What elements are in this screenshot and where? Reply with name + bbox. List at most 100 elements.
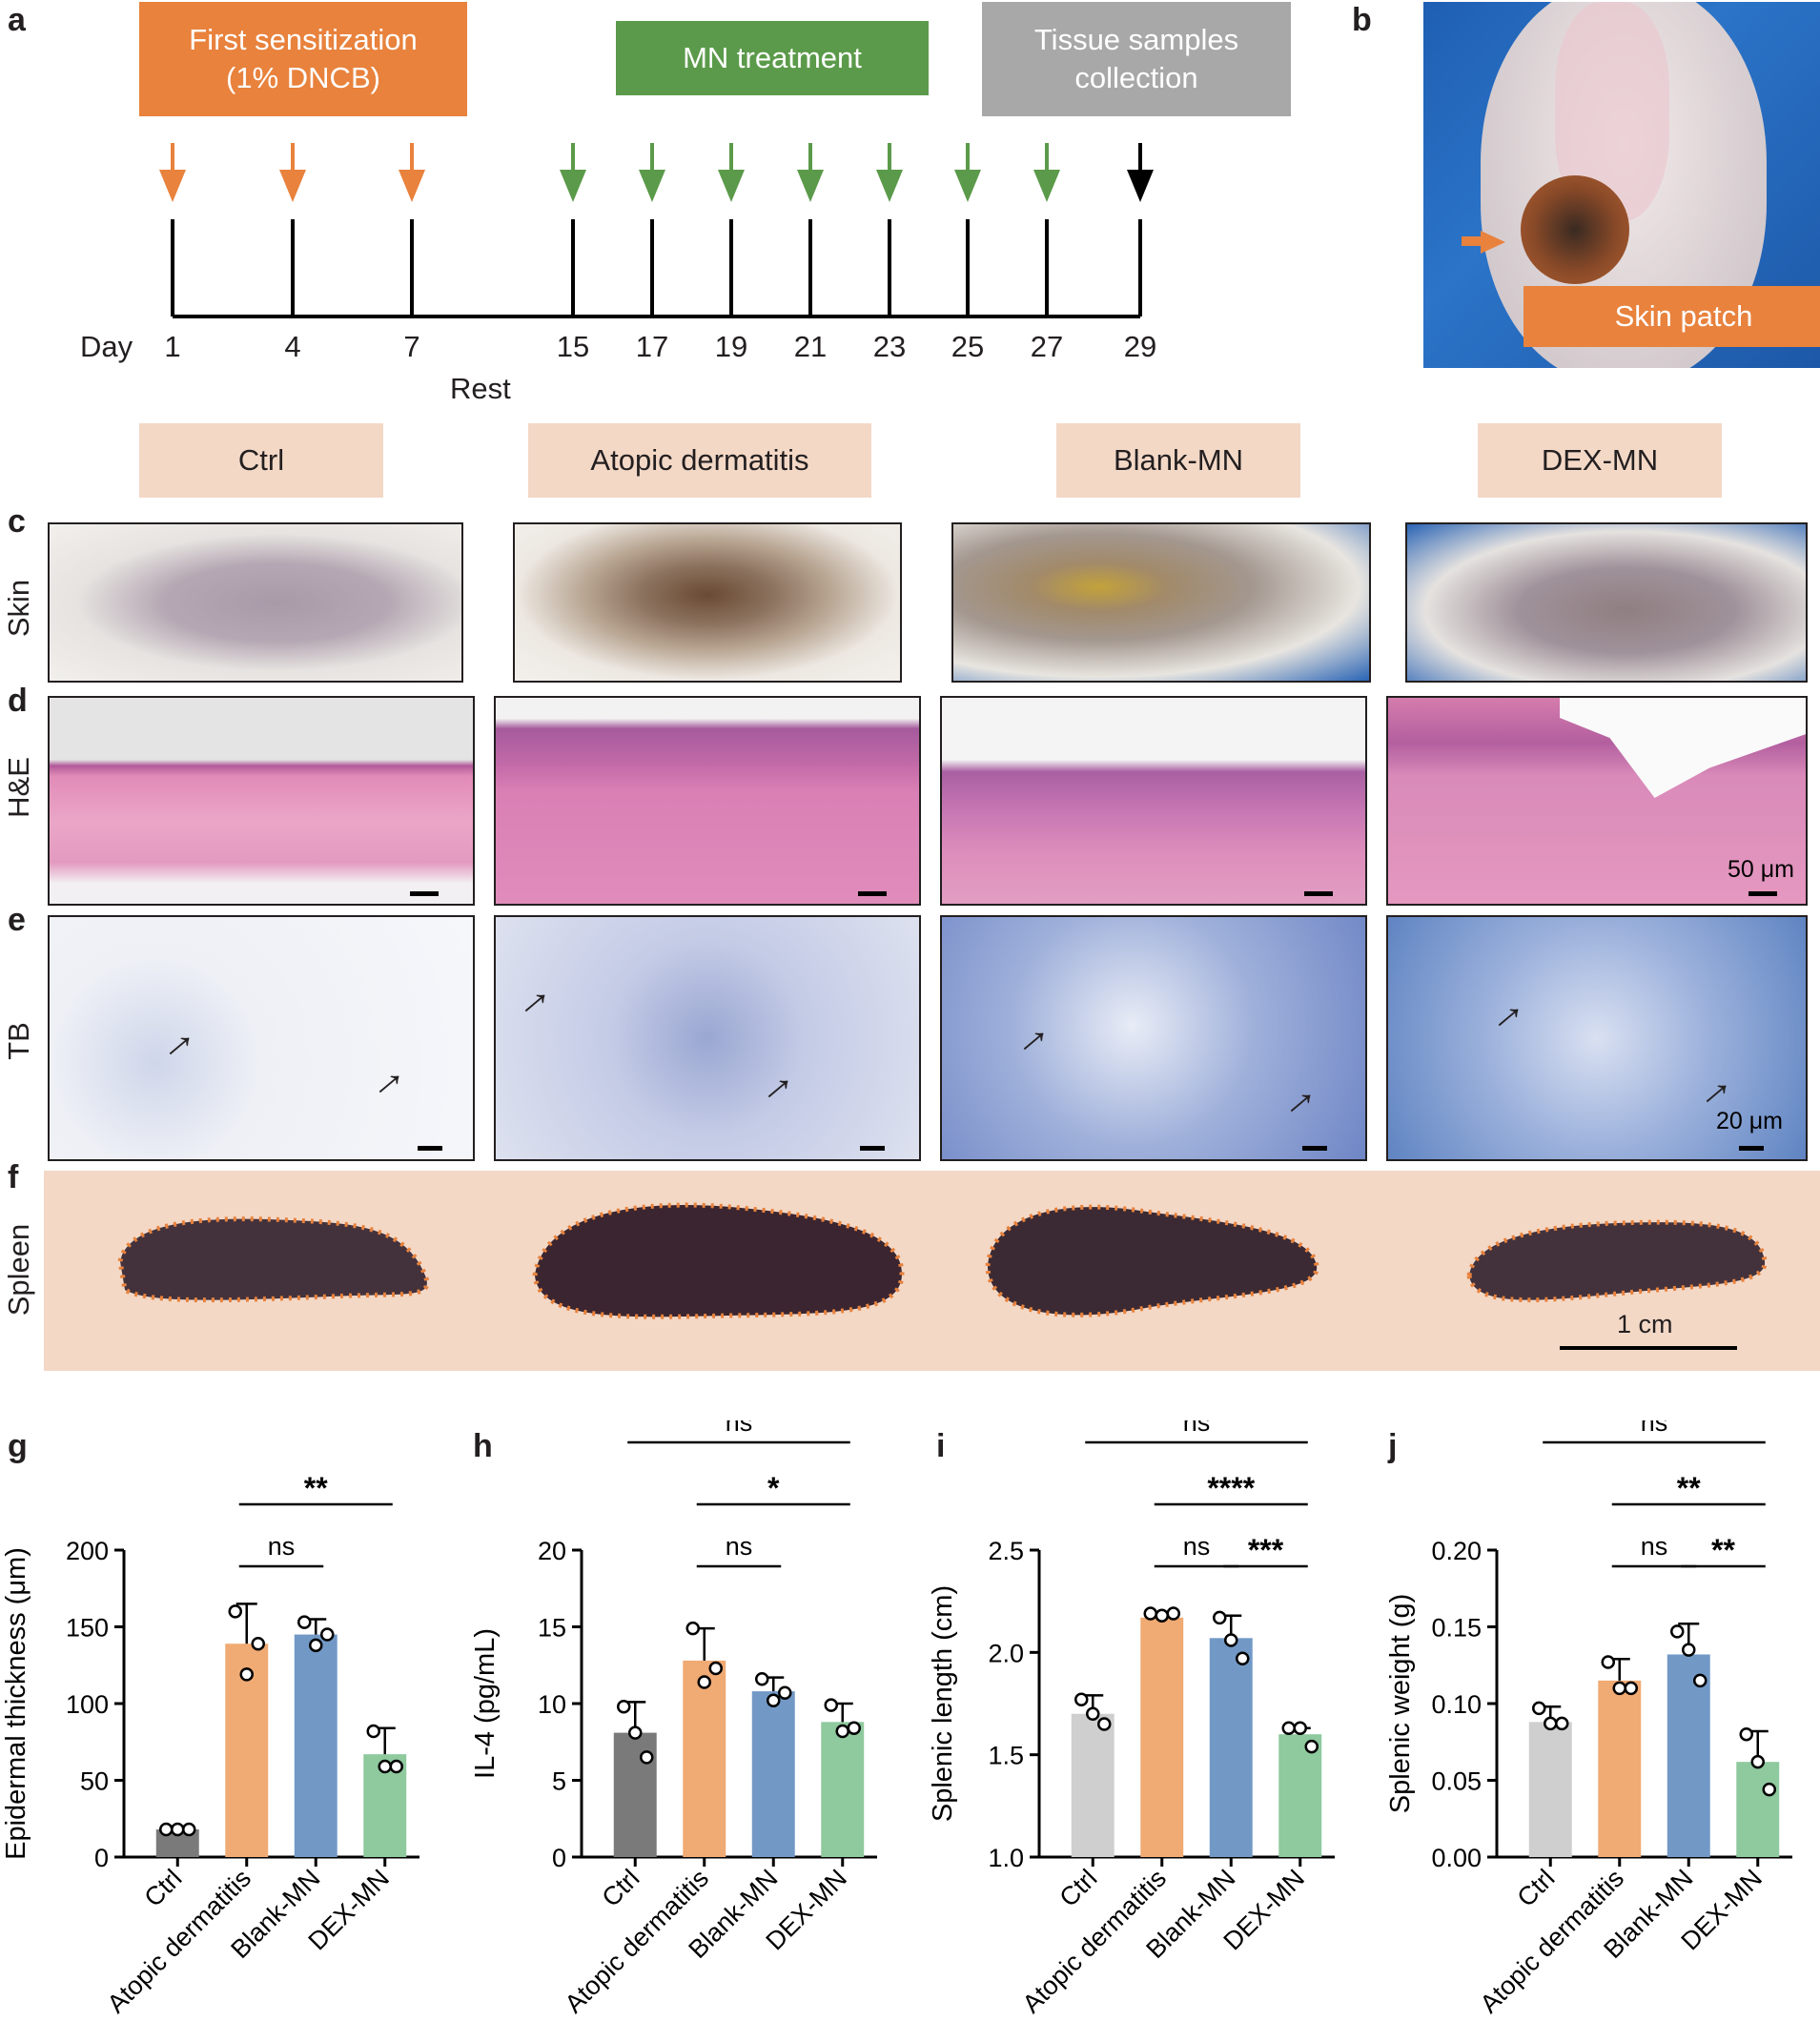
significance-label: ** (1677, 1471, 1701, 1505)
y-tick-label: 0 (94, 1844, 109, 1872)
he-image-ctrl (48, 696, 475, 906)
y-tick-label: 0.20 (1431, 1537, 1482, 1565)
timeline-arrow-icon (560, 170, 586, 202)
day-tick-label: 25 (951, 330, 985, 363)
tb-image-blank-mn: → → (940, 915, 1367, 1161)
scale-bar (1748, 891, 1777, 896)
significance-label: ns (726, 1532, 753, 1561)
scale-bar (1304, 891, 1333, 896)
he-image-blank-mn (940, 696, 1367, 906)
arrow-icon: → (354, 1047, 417, 1111)
mn-treatment-label: MN treatment (683, 41, 862, 74)
bar (1528, 1722, 1572, 1857)
data-point (1750, 1754, 1765, 1769)
y-tick-label: 0 (552, 1844, 566, 1872)
row-label-tb: TB (2, 1022, 35, 1060)
spleen-ctrl (117, 1216, 430, 1303)
data-point (389, 1759, 403, 1774)
skin-photo-ad (513, 522, 902, 683)
data-point (697, 1675, 711, 1689)
y-axis-label: Epidermal thickness (μm) (1, 1547, 31, 1860)
day-tick-label: 7 (403, 330, 420, 363)
spleen-images (117, 1202, 1768, 1350)
panel-label-j: j (1388, 1428, 1398, 1464)
tissue-collection-label-1: Tissue samples (1033, 23, 1239, 56)
bar (1598, 1680, 1642, 1857)
y-axis-label: Splenic length (cm) (928, 1585, 958, 1822)
y-tick-label: 15 (538, 1614, 566, 1643)
data-point (182, 1822, 196, 1837)
day-tick-label: 4 (284, 330, 301, 363)
data-point (1293, 1721, 1307, 1736)
scale-bar (1302, 1146, 1327, 1151)
group-header-blank-mn: Blank-MN (1056, 423, 1300, 498)
significance-label: ns (1183, 1420, 1211, 1437)
timeline-diagram (159, 143, 1154, 318)
data-point (708, 1661, 723, 1676)
timeline-arrow-icon (639, 170, 665, 202)
bar (1278, 1734, 1322, 1857)
data-point (378, 1759, 392, 1774)
y-tick-label: 0.05 (1431, 1767, 1482, 1796)
arrow-icon: → (500, 966, 562, 1030)
data-point (1224, 1633, 1238, 1647)
y-tick-label: 0.00 (1431, 1844, 1482, 1872)
y-tick-label: 0.15 (1431, 1614, 1482, 1643)
panel-label-d: d (8, 683, 28, 719)
y-axis-label: IL-4 (pg/mL) (470, 1628, 501, 1779)
timeline-arrow-icon (876, 170, 903, 202)
data-point (1544, 1716, 1558, 1731)
panel-label-e: e (8, 902, 26, 938)
timeline-arrow-icon (159, 170, 186, 202)
significance-label: *** (1248, 1533, 1284, 1567)
arrow-icon: → (144, 1009, 207, 1072)
spleen-dex-mn (1466, 1219, 1768, 1303)
skin-patch-device (1521, 175, 1629, 284)
scale-bar (860, 1146, 885, 1151)
y-tick-label: 150 (66, 1614, 109, 1643)
tissue-collection-box: Tissue samples collection (982, 2, 1291, 116)
scale-bar (418, 1146, 442, 1151)
skin-patch-label-box: Skin patch (1523, 286, 1820, 347)
y-tick-label: 0.10 (1431, 1690, 1482, 1719)
he-image-ad (494, 696, 921, 906)
patch-arrow-icon (1481, 231, 1505, 254)
scale-bar (1739, 1146, 1764, 1151)
data-point (1074, 1692, 1089, 1706)
data-point (1682, 1643, 1696, 1657)
timeline-arrow-icon (279, 170, 306, 202)
skin-photo-dex-mn (1405, 522, 1808, 683)
skin-photo-ctrl (48, 522, 463, 683)
y-tick-label: 2.0 (988, 1639, 1024, 1667)
bar (294, 1634, 337, 1857)
group-header-ad: Atopic dermatitis (528, 423, 871, 498)
y-tick-label: 200 (66, 1537, 109, 1565)
day-tick-label: 21 (793, 330, 828, 363)
y-tick-label: 2.5 (988, 1537, 1024, 1565)
arrow-icon: → (1265, 1066, 1328, 1130)
data-point (171, 1822, 185, 1837)
day-tick-label: 27 (1030, 330, 1064, 363)
y-tick-label: 10 (538, 1690, 566, 1719)
x-tick-label: Ctrl (597, 1864, 645, 1912)
data-point (1693, 1673, 1708, 1688)
data-point (1236, 1651, 1250, 1666)
data-point (1601, 1655, 1615, 1669)
scale-bar (410, 891, 439, 896)
data-point (1281, 1721, 1296, 1736)
data-point (297, 1615, 312, 1629)
panel-label-a: a (8, 2, 26, 38)
data-point (835, 1724, 849, 1739)
tb-scale-label: 20 μm (1716, 1108, 1783, 1134)
dncb-label: (1% DNCB) (226, 61, 380, 94)
arrow-icon: → (998, 1004, 1061, 1068)
data-point (628, 1725, 643, 1740)
data-point (1612, 1681, 1626, 1696)
data-point (685, 1621, 700, 1636)
data-point (309, 1638, 323, 1653)
y-tick-label: 1.0 (988, 1844, 1024, 1872)
arrow-icon: → (743, 1052, 806, 1115)
y-tick-label: 20 (538, 1537, 566, 1565)
day-tick-label: 19 (714, 330, 748, 363)
spleen-blank-mn (985, 1204, 1319, 1317)
